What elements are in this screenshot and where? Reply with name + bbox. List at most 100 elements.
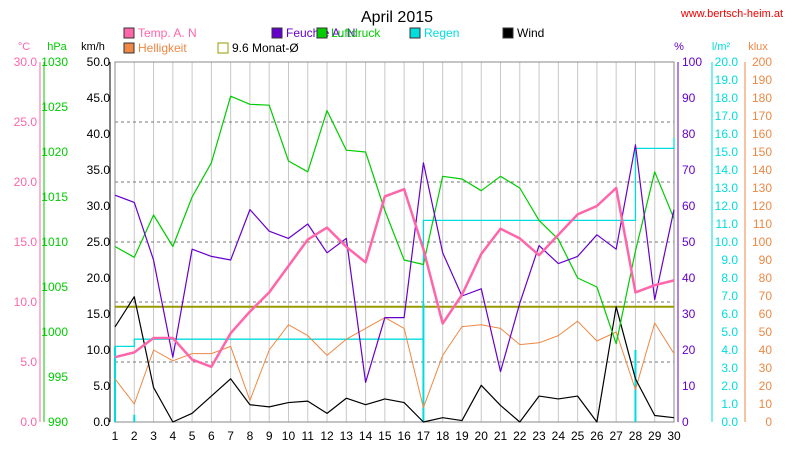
rain-unit-label: l/m² <box>712 41 731 53</box>
x-tick-label: 23 <box>532 429 546 443</box>
temp-tick-label: 15.0 <box>14 235 38 249</box>
lux-tick-label: 50 <box>759 325 773 339</box>
hum-tick-label: 90 <box>682 91 696 105</box>
series-feuchte-a-n <box>114 144 675 383</box>
lux-tick-label: 70 <box>759 289 773 303</box>
x-tick-label: 28 <box>629 429 643 443</box>
hum-unit-label: % <box>674 41 684 53</box>
x-tick-label: 11 <box>302 429 315 443</box>
x-tick-label: 21 <box>494 429 508 443</box>
x-tick-label: 13 <box>340 429 354 443</box>
lux-tick-label: 0 <box>765 415 772 429</box>
legend-swatch <box>271 27 283 39</box>
press-tick-label: 1025 <box>41 100 68 114</box>
lux-unit-label: klux <box>748 41 768 53</box>
legend-swatch <box>502 27 514 39</box>
legend-swatch <box>123 27 135 39</box>
hum-tick-label: 30 <box>682 307 696 321</box>
source-link[interactable]: www.bertsch-heim.at <box>680 8 783 20</box>
wind-tick-label: 25.0 <box>87 235 111 249</box>
chart-series <box>114 95 675 423</box>
lux-tick-label: 30 <box>759 361 773 375</box>
rain-tick-label: 0.0 <box>721 415 738 429</box>
series-temp-a-n <box>114 186 675 369</box>
temp-tick-label: 20.0 <box>14 175 38 189</box>
lux-tick-label: 10 <box>759 397 773 411</box>
plot-frame <box>114 61 675 423</box>
lux-tick-label: 200 <box>752 55 772 69</box>
rain-tick-label: 19.0 <box>715 73 739 87</box>
hum-tick-label: 10 <box>682 379 696 393</box>
hum-tick-label: 40 <box>682 271 696 285</box>
lux-tick-label: 120 <box>752 199 772 213</box>
legend-swatch <box>217 42 229 54</box>
press-tick-label: 1020 <box>41 145 68 159</box>
series-helligkeit <box>114 317 675 409</box>
legend-item: Regen <box>424 26 459 40</box>
rain-tick-label: 12.0 <box>715 199 739 213</box>
x-tick-label: 29 <box>648 429 662 443</box>
x-tick-label: 1 <box>112 429 119 443</box>
rain-tick-label: 18.0 <box>715 91 739 105</box>
press-tick-label: 1010 <box>41 235 68 249</box>
lux-tick-label: 110 <box>753 217 772 231</box>
rain-cumulative-line <box>115 137 675 348</box>
wind-tick-label: 35.0 <box>87 163 111 177</box>
lux-tick-label: 130 <box>752 181 772 195</box>
lux-tick-label: 100 <box>752 235 772 249</box>
lux-tick-label: 60 <box>759 307 773 321</box>
series-luftdruck <box>114 95 675 345</box>
rain-tick-label: 17.0 <box>715 109 739 123</box>
temp-tick-label: 25.0 <box>14 115 38 129</box>
x-tick-label: 12 <box>320 429 334 443</box>
x-tick-label: 19 <box>455 429 469 443</box>
rain-tick-label: 3.0 <box>721 361 738 375</box>
rain-tick-label: 11.0 <box>716 217 739 231</box>
lux-tick-label: 40 <box>759 343 773 357</box>
rain-tick-label: 8.0 <box>721 271 738 285</box>
lux-tick-label: 170 <box>752 109 772 123</box>
rain-tick-label: 5.0 <box>721 325 738 339</box>
rain-tick-label: 9.0 <box>721 253 738 267</box>
press-tick-label: 1005 <box>41 280 68 294</box>
wind-tick-label: 10.0 <box>87 343 111 357</box>
x-tick-label: 4 <box>169 429 176 443</box>
wind-tick-label: 15.0 <box>87 307 111 321</box>
hum-tick-label: 80 <box>682 127 696 141</box>
x-tick-label: 26 <box>590 429 604 443</box>
x-tick-label: 8 <box>247 429 254 443</box>
rain-tick-label: 20.0 <box>715 55 739 69</box>
temp-tick-label: 5.0 <box>20 355 37 369</box>
wind-tick-label: 45.0 <box>87 91 111 105</box>
x-tick-label: 5 <box>189 429 196 443</box>
legend-item: Wind <box>517 26 544 40</box>
press-tick-label: 990 <box>48 415 68 429</box>
axis-unit-headers: °C hPa km/h% l/m² klux <box>18 41 768 53</box>
wind-tick-label: 5.0 <box>93 379 110 393</box>
wind-tick-label: 40.0 <box>87 127 111 141</box>
press-tick-label: 995 <box>48 370 68 384</box>
wind-tick-label: 50.0 <box>87 55 111 69</box>
press-tick-label: 1030 <box>41 55 68 69</box>
hum-tick-label: 60 <box>682 199 696 213</box>
lux-tick-label: 180 <box>752 91 772 105</box>
lux-tick-label: 90 <box>759 253 773 267</box>
temp-tick-label: 0.0 <box>20 415 37 429</box>
rain-tick-label: 7.0 <box>721 289 738 303</box>
x-tick-label: 14 <box>359 429 373 443</box>
temp-tick-label: 30.0 <box>14 55 38 69</box>
hum-tick-label: 0 <box>682 415 689 429</box>
x-tick-label: 2 <box>131 429 138 443</box>
wind-tick-label: 0.0 <box>93 415 110 429</box>
legend-item: Luftdruck <box>331 26 381 40</box>
legend-item: Helligkeit <box>138 41 187 55</box>
temp-tick-label: 10.0 <box>14 295 38 309</box>
x-tick-label: 17 <box>417 429 431 443</box>
temp-unit-label: °C <box>18 41 30 53</box>
wind-unit-label: km/h <box>81 41 105 53</box>
lux-tick-label: 140 <box>752 163 772 177</box>
rain-tick-label: 14.0 <box>715 163 739 177</box>
x-tick-label: 3 <box>150 429 157 443</box>
